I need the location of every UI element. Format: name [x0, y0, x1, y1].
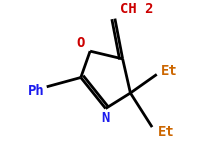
Text: O: O	[76, 36, 85, 50]
Text: N: N	[101, 111, 109, 125]
Text: CH 2: CH 2	[119, 2, 153, 16]
Text: Et: Et	[160, 64, 177, 78]
Text: Ph: Ph	[27, 84, 44, 98]
Text: Et: Et	[157, 125, 174, 139]
